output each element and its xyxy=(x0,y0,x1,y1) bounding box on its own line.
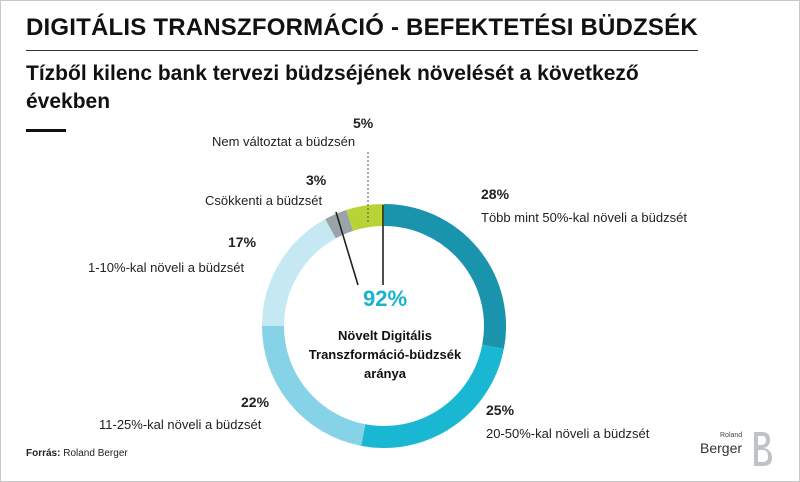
donut-segment-11-25 xyxy=(262,325,366,446)
subtitle-accent-rule xyxy=(26,129,66,132)
leader-line-csokkenti xyxy=(335,211,359,286)
logo-main-text: Berger xyxy=(700,440,743,456)
source-value: Roland Berger xyxy=(63,448,128,459)
category-label-tobb-mint-50: Több mint 50%-kal növeli a büdzsét xyxy=(481,210,687,225)
category-label-20-50: 20-50%-kal növeli a büdzsét xyxy=(486,426,650,441)
value-label-17: 17% xyxy=(228,234,257,250)
roland-berger-logo: Roland Berger xyxy=(700,430,776,470)
source-note: Forrás: Roland Berger xyxy=(26,448,128,459)
center-label-line-3: aránya xyxy=(364,366,407,381)
title-divider xyxy=(26,50,698,51)
category-label-csokkenti: Csökkenti a büdzsét xyxy=(205,193,322,208)
logo-b-mark xyxy=(754,432,772,466)
value-label-22: 22% xyxy=(241,394,270,410)
center-label-line-1: Növelt Digitális xyxy=(338,328,432,343)
donut-segment-1-10 xyxy=(262,219,337,327)
value-label-3: 3% xyxy=(306,172,327,188)
category-label-11-25: 11-25%-kal növeli a büdzsét xyxy=(99,417,262,432)
category-label-nem-valtoztat: Nem változtat a büdzsén xyxy=(212,134,355,149)
source-label: Forrás: xyxy=(26,448,61,459)
value-label-28: 28% xyxy=(481,186,510,202)
donut-segment-nem-valtoztat xyxy=(346,204,385,232)
category-label-1-10: 1-10%-kal növeli a büdzsét xyxy=(88,260,244,275)
chart-subtitle: Tízből kilenc bank tervezi büdzséjének n… xyxy=(26,62,639,113)
value-label-25: 25% xyxy=(486,402,515,418)
donut-segment-20-50 xyxy=(361,344,504,448)
page-title: DIGITÁLIS TRANSZFORMÁCIÓ - BEFEKTETÉSI B… xyxy=(26,14,698,41)
value-label-5: 5% xyxy=(353,115,374,131)
center-label-line-2: Transzformáció-büdzsék xyxy=(309,347,462,362)
logo-top-text: Roland xyxy=(720,432,743,439)
center-value: 92% xyxy=(363,286,407,311)
donut-segment-tobb-mint-50 xyxy=(383,204,506,349)
